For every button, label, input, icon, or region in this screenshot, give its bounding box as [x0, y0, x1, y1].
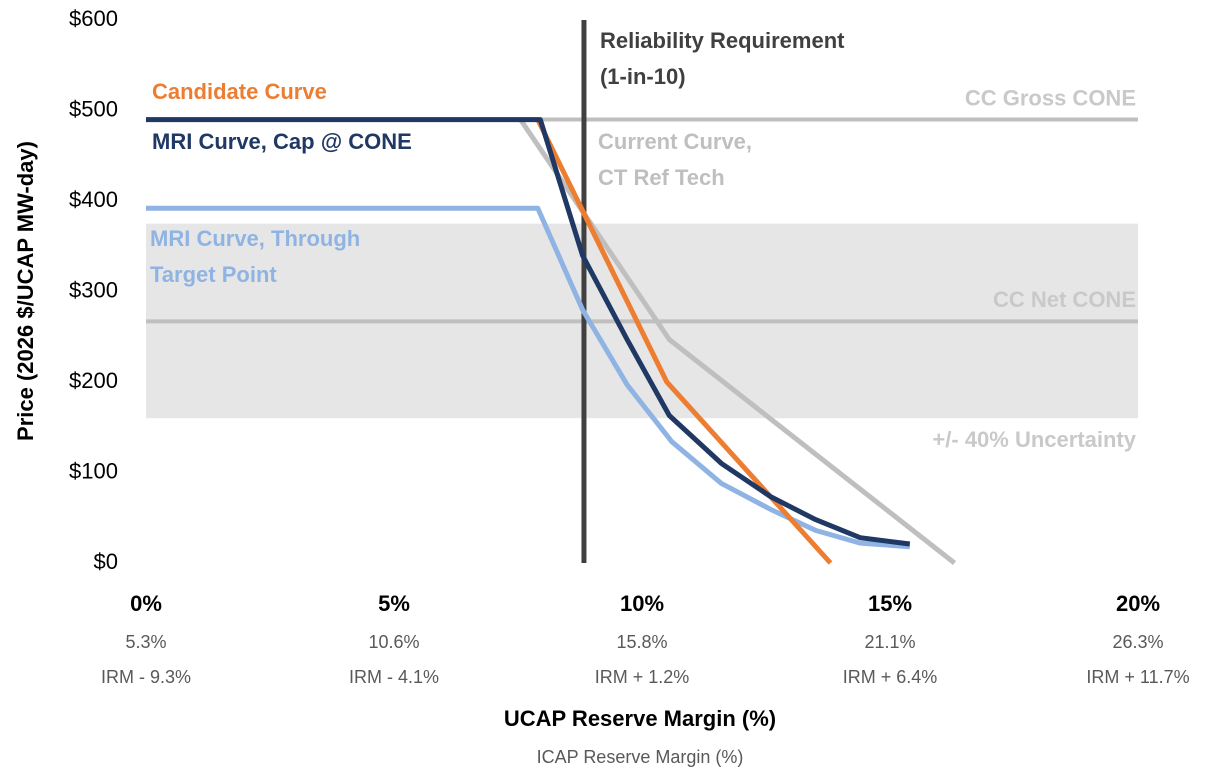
series-label: CT Ref Tech: [598, 165, 725, 190]
x-tick-label: 20%: [1116, 591, 1160, 616]
y-tick-label: $0: [94, 549, 118, 574]
series-line: [535, 118, 833, 565]
x-tick-label: 0%: [130, 591, 162, 616]
reliability-label: (1-in-10): [600, 64, 686, 89]
series-label: MRI Curve, Cap @ CONE: [152, 129, 412, 154]
x-secondary-label: IRM + 1.2%: [595, 667, 690, 687]
x-secondary-label: IRM - 9.3%: [101, 667, 191, 687]
x-secondary-label: IRM + 6.4%: [843, 667, 938, 687]
x-secondary-label: IRM - 4.1%: [349, 667, 439, 687]
band-label: +/- 40% Uncertainty: [932, 427, 1136, 452]
series-label: Current Curve,: [598, 129, 752, 154]
x-secondary-label: 21.1%: [864, 632, 915, 652]
y-tick-label: $100: [69, 458, 118, 483]
y-tick-label: $300: [69, 277, 118, 302]
y-axis-title: Price (2026 $/UCAP MW-day): [13, 141, 38, 441]
x-axis-subtitle: ICAP Reserve Margin (%): [537, 747, 744, 767]
x-tick-label: 5%: [378, 591, 410, 616]
y-tick-label: $400: [69, 187, 118, 212]
series-label: Target Point: [150, 262, 277, 287]
x-secondary-label: 5.3%: [125, 632, 166, 652]
x-secondary-label: 26.3%: [1112, 632, 1163, 652]
series-line: [146, 117, 911, 547]
y-tick-label: $500: [69, 96, 118, 121]
series-line: [146, 205, 910, 550]
series-label: MRI Curve, Through: [150, 226, 360, 251]
x-axis-title: UCAP Reserve Margin (%): [504, 706, 776, 731]
series-label: Candidate Curve: [152, 79, 327, 104]
x-secondary-label: 15.8%: [616, 632, 667, 652]
reliability-label: Reliability Requirement: [600, 28, 845, 53]
reference-label: CC Net CONE: [993, 287, 1136, 312]
y-tick-label: $200: [69, 368, 118, 393]
x-secondary-label: IRM + 11.7%: [1086, 667, 1189, 687]
x-tick-label: 15%: [868, 591, 912, 616]
y-tick-label: $600: [69, 6, 118, 31]
reference-label: CC Gross CONE: [965, 85, 1136, 110]
x-tick-label: 10%: [620, 591, 664, 616]
x-secondary-label: 10.6%: [368, 632, 419, 652]
series-line: [518, 118, 957, 565]
